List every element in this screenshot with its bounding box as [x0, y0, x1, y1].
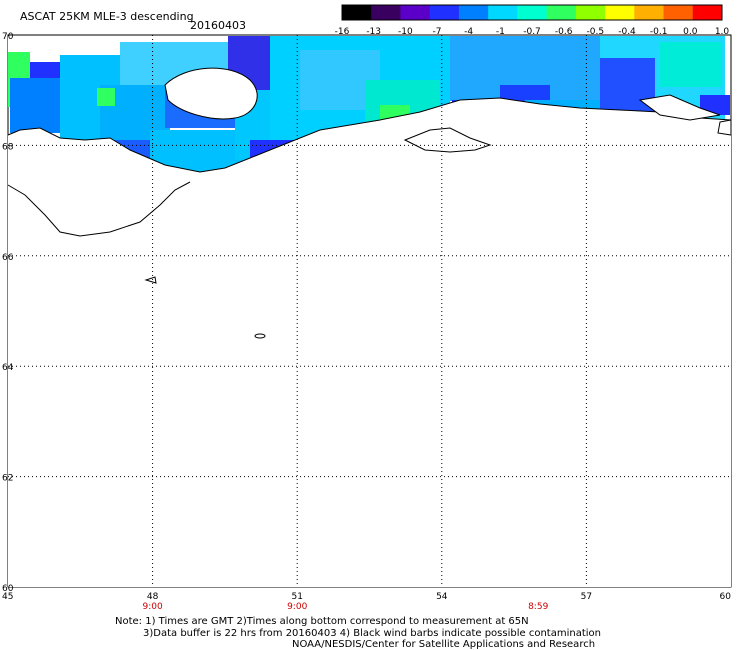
colorbar-swatch: [371, 5, 401, 20]
time-label: 9:00: [287, 602, 307, 612]
colorbar-label: -16: [335, 27, 350, 37]
colorbar-label: -0.6: [555, 27, 573, 37]
lon-label: 51: [291, 592, 302, 602]
figure-title: ASCAT 25KM MLE-3 descending: [20, 10, 194, 23]
swath-cell: [97, 88, 115, 106]
mainland-coast: [7, 97, 732, 173]
island-coast: [403, 127, 492, 153]
map-panel: 70 68 66 64 62 60 45 48 51 54 57 60 9:00 9:00 8:59: [2, 32, 732, 612]
colorbar-label: -1: [496, 27, 505, 37]
colorbar-label: -0.7: [523, 27, 541, 37]
lat-label: 64: [2, 363, 14, 373]
colorbar-swatch: [517, 5, 548, 20]
coastline: [7, 36, 732, 587]
colorbar-swatches: [342, 5, 723, 20]
island-coast: [638, 94, 721, 121]
colorbar-label: -4: [464, 27, 473, 37]
colorbar: -16 -13 -10 -7 -4 -1 -0.7 -0.6 -0.5 -0.4 -0.1 0.0 1.…: [335, 4, 730, 37]
colorbar-label: -7: [433, 27, 442, 37]
longitude-labels: 45 48 51 54 57 60: [2, 592, 731, 602]
colorbar-label: 1.0: [715, 27, 730, 37]
land-area: [8, 36, 228, 62]
lat-label: 62: [2, 474, 13, 484]
peninsula-coast: [7, 181, 191, 237]
colorbar-swatch: [488, 5, 518, 20]
colorbar-swatch: [575, 5, 606, 20]
swath-cell: [660, 42, 722, 87]
lat-label: 66: [2, 253, 14, 263]
lat-label: 70: [2, 32, 14, 42]
lon-label: 45: [2, 592, 13, 602]
lat-label: 60: [2, 584, 14, 594]
bay-inlet: [164, 67, 258, 120]
colorbar-labels: -16 -13 -10 -7 -4 -1 -0.7 -0.6 -0.5 -0.4 -0.1 0.0 1.…: [335, 27, 730, 37]
colorbar-label: -0.4: [618, 27, 636, 37]
lat-label: 68: [2, 142, 14, 152]
colorbar-swatch: [605, 5, 635, 20]
lon-label: 57: [581, 592, 592, 602]
colorbar-label: -0.5: [587, 27, 605, 37]
colorbar-swatch: [692, 5, 723, 20]
note-line-1: Note: 1) Times are GMT 2)Times along bot…: [115, 616, 529, 627]
latitude-labels: 70 68 66 64 62 60: [2, 32, 14, 594]
colorbar-swatch: [458, 5, 489, 20]
small-island: [144, 276, 157, 284]
colorbar-swatch: [634, 5, 665, 20]
time-label: 9:00: [142, 602, 162, 612]
colorbar-swatch: [342, 5, 372, 20]
small-island: [254, 333, 266, 339]
colorbar-swatch: [546, 5, 577, 20]
time-labels: 9:00 9:00 8:59: [142, 602, 548, 612]
colorbar-swatch: [663, 5, 694, 20]
lon-label: 60: [720, 592, 732, 602]
colorbar-swatch: [429, 5, 460, 20]
island-coast: [717, 119, 732, 136]
colorbar-label: 0.0: [683, 27, 698, 37]
credit-line: NOAA/NESDIS/Center for Satellite Applica…: [292, 639, 595, 650]
swath-cell: [700, 95, 730, 115]
swath-cell: [10, 78, 60, 133]
land-area: [8, 98, 731, 587]
colorbar-label: -10: [398, 27, 413, 37]
colorbar-label: -13: [366, 27, 381, 37]
colorbar-label: -0.1: [650, 27, 668, 37]
colorbar-frame: [341, 4, 723, 21]
graticule: [8, 35, 731, 587]
colorbar-swatch: [400, 5, 431, 20]
figure-date: 20160403: [190, 19, 246, 32]
note-line-2: 3)Data buffer is 22 hrs from 20160403 4)…: [143, 628, 601, 639]
lon-label: 48: [147, 592, 159, 602]
lon-label: 54: [436, 592, 448, 602]
time-label: 8:59: [528, 602, 548, 612]
